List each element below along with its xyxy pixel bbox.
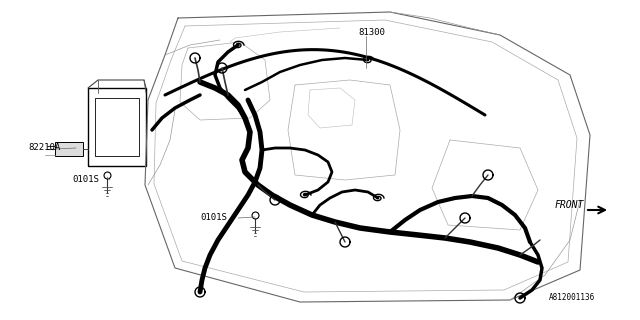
Bar — [55, 142, 83, 156]
Text: 0101S: 0101S — [200, 213, 227, 222]
Text: FRONT: FRONT — [555, 200, 584, 210]
Text: 81300: 81300 — [358, 28, 385, 37]
Text: A812001136: A812001136 — [548, 293, 595, 302]
Bar — [95, 98, 139, 156]
Text: 0101S: 0101S — [72, 175, 99, 185]
Bar — [88, 88, 146, 166]
Text: 82210A: 82210A — [28, 143, 60, 153]
